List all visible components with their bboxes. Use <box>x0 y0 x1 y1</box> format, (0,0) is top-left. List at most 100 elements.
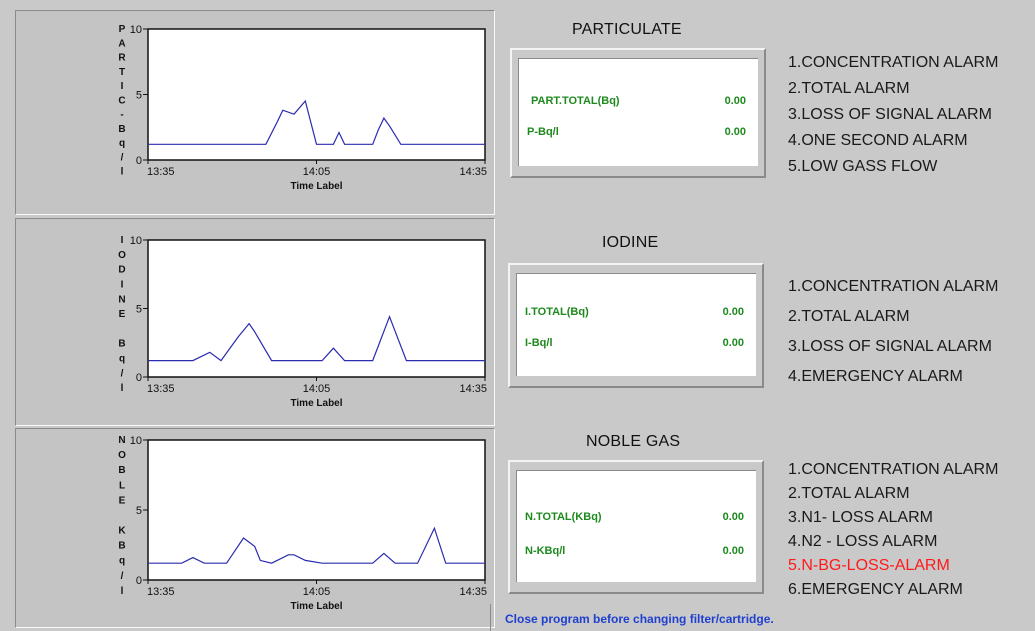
y-axis-label-char: P <box>119 24 126 35</box>
x-axis-label: Time Label <box>290 601 342 612</box>
x-tick-label: 14:05 <box>303 586 331 598</box>
chart-particulate: 0 5 10 13:35 14:05 14:35 Time Label PARTIC - Bq / l <box>118 24 487 192</box>
y-axis-label-char: O <box>118 250 126 261</box>
alarm-item: 1.CONCENTRATION ALARM <box>788 461 999 478</box>
alarm-item: 4.N2 - LOSS ALARM <box>788 533 938 550</box>
readout-panel: I.TOTAL(Bq) 0.00 I-Bq/l 0.00 <box>516 273 756 376</box>
section-title-iodine: IODINE <box>602 234 659 251</box>
alarm-item: 1.CONCENTRATION ALARM <box>788 54 999 71</box>
y-axis-label-char: l <box>121 383 124 394</box>
readout-row-concentration: I-Bq/l 0.00 <box>525 337 744 353</box>
y-tick-label: 0 <box>136 372 142 384</box>
readout-panel: N.TOTAL(KBq) 0.00 N-KBq/l 0.00 <box>516 470 756 582</box>
y-axis-label-char: B <box>118 541 125 552</box>
readout-value: 0.00 <box>722 545 744 557</box>
y-axis-label-char: O <box>118 450 126 461</box>
y-axis-label-char: q <box>119 354 125 365</box>
series-line <box>148 315 485 362</box>
y-axis-label-char: R <box>118 53 126 64</box>
readout-label: N-KBq/l <box>525 545 566 557</box>
y-axis-label-char: l <box>121 167 124 178</box>
readout-value: 0.00 <box>722 337 744 349</box>
readout-value: 0.00 <box>724 126 746 138</box>
alarm-item: 5.LOW GASS FLOW <box>788 158 938 175</box>
alarm-item: 4.ONE SECOND ALARM <box>788 132 968 149</box>
readout-box-iodine: I.TOTAL(Bq) 0.00 I-Bq/l 0.00 <box>508 263 764 388</box>
y-axis-label-char: I <box>121 235 124 246</box>
readout-panel: PART.TOTAL(Bq) 0.00 P-Bq/l 0.00 <box>518 58 758 166</box>
alarm-item: 2.TOTAL ALARM <box>788 308 910 325</box>
readout-box-particulate: PART.TOTAL(Bq) 0.00 P-Bq/l 0.00 <box>510 48 766 178</box>
y-axis-label-char: / <box>121 152 124 163</box>
alarm-item: 3.N1- LOSS ALARM <box>788 509 933 526</box>
readout-row-total: I.TOTAL(Bq) 0.00 <box>525 306 744 322</box>
section-title-noble-gas: NOBLE GAS <box>586 433 681 450</box>
readout-value: 0.00 <box>722 511 744 523</box>
readout-row-concentration: P-Bq/l 0.00 <box>527 126 746 142</box>
y-axis-label-char: N <box>118 435 125 446</box>
series-line <box>148 99 485 145</box>
alarm-item: 3.LOSS OF SIGNAL ALARM <box>788 338 992 355</box>
y-axis-label-char: N <box>118 294 125 305</box>
series-line <box>148 526 485 564</box>
y-axis-label-char: B <box>118 465 125 476</box>
x-tick-label: 14:35 <box>459 586 487 598</box>
alarm-item: 2.TOTAL ALARM <box>788 485 910 502</box>
readout-label: P-Bq/l <box>527 126 559 138</box>
y-axis-label-char: A <box>118 38 125 49</box>
readout-label: N.TOTAL(KBq) <box>525 511 602 523</box>
y-axis-label-char: l <box>121 586 124 597</box>
y-axis-label-char: - <box>120 110 123 121</box>
readout-value: 0.00 <box>722 306 744 318</box>
alarm-item: 4.EMERGENCY ALARM <box>788 368 963 385</box>
y-axis-label-char: / <box>121 368 124 379</box>
y-tick-label: 10 <box>130 24 142 36</box>
y-axis-label-char: E <box>119 309 126 320</box>
y-tick-label: 0 <box>136 155 142 167</box>
y-axis-label-char: B <box>118 339 125 350</box>
readout-label: I-Bq/l <box>525 337 553 349</box>
y-axis-label-char: q <box>119 138 125 149</box>
plot-area <box>147 439 486 581</box>
alarm-item: 6.EMERGENCY ALARM <box>788 581 963 598</box>
alarm-list-particulate: 1.CONCENTRATION ALARM 2.TOTAL ALARM 3.LO… <box>788 50 998 180</box>
x-tick-label: 13:35 <box>147 586 175 598</box>
y-tick-label: 5 <box>136 90 142 102</box>
alarm-list-noble-gas: 1.CONCENTRATION ALARM 2.TOTAL ALARM 3.N1… <box>788 458 998 602</box>
readout-label: I.TOTAL(Bq) <box>525 306 589 318</box>
x-axis-label: Time Label <box>290 398 342 409</box>
y-axis-label-char: / <box>121 571 124 582</box>
readout-row-concentration: N-KBq/l 0.00 <box>525 545 744 561</box>
readout-box-noble-gas: N.TOTAL(KBq) 0.00 N-KBq/l 0.00 <box>508 460 764 594</box>
y-axis-label-char: I <box>121 81 124 92</box>
divider <box>490 604 491 631</box>
y-axis-label-char: B <box>118 124 125 135</box>
y-tick-label: 0 <box>136 575 142 587</box>
x-axis-label: Time Label <box>290 181 342 192</box>
y-axis-label-char: I <box>121 279 124 290</box>
plot-area <box>147 239 486 378</box>
y-tick-label: 5 <box>136 304 142 316</box>
alarm-item: 1.CONCENTRATION ALARM <box>788 278 999 295</box>
readout-row-total: N.TOTAL(KBq) 0.00 <box>525 511 744 527</box>
x-tick-label: 14:35 <box>459 166 487 178</box>
alarm-item: 3.LOSS OF SIGNAL ALARM <box>788 106 992 123</box>
y-axis-label-char: L <box>119 480 125 491</box>
x-tick-label: 14:05 <box>303 166 331 178</box>
y-axis-label-char: K <box>118 526 126 537</box>
alarm-item: 5.N-BG-LOSS-ALARM <box>788 557 950 574</box>
y-tick-label: 10 <box>130 235 142 247</box>
x-tick-label: 14:35 <box>459 383 487 395</box>
readout-label: PART.TOTAL(Bq) <box>531 95 620 107</box>
y-tick-label: 10 <box>130 435 142 447</box>
x-tick-label: 14:05 <box>303 383 331 395</box>
readout-row-total: PART.TOTAL(Bq) 0.00 <box>531 95 746 111</box>
y-axis-label-char: D <box>118 265 125 276</box>
x-tick-label: 13:35 <box>147 166 175 178</box>
x-tick-label: 13:35 <box>147 383 175 395</box>
